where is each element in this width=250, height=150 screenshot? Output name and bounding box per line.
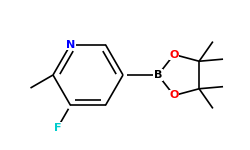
Text: B: B bbox=[154, 70, 162, 80]
Text: O: O bbox=[169, 90, 179, 101]
Text: N: N bbox=[66, 40, 75, 50]
Text: O: O bbox=[169, 50, 179, 60]
Text: F: F bbox=[54, 123, 61, 133]
